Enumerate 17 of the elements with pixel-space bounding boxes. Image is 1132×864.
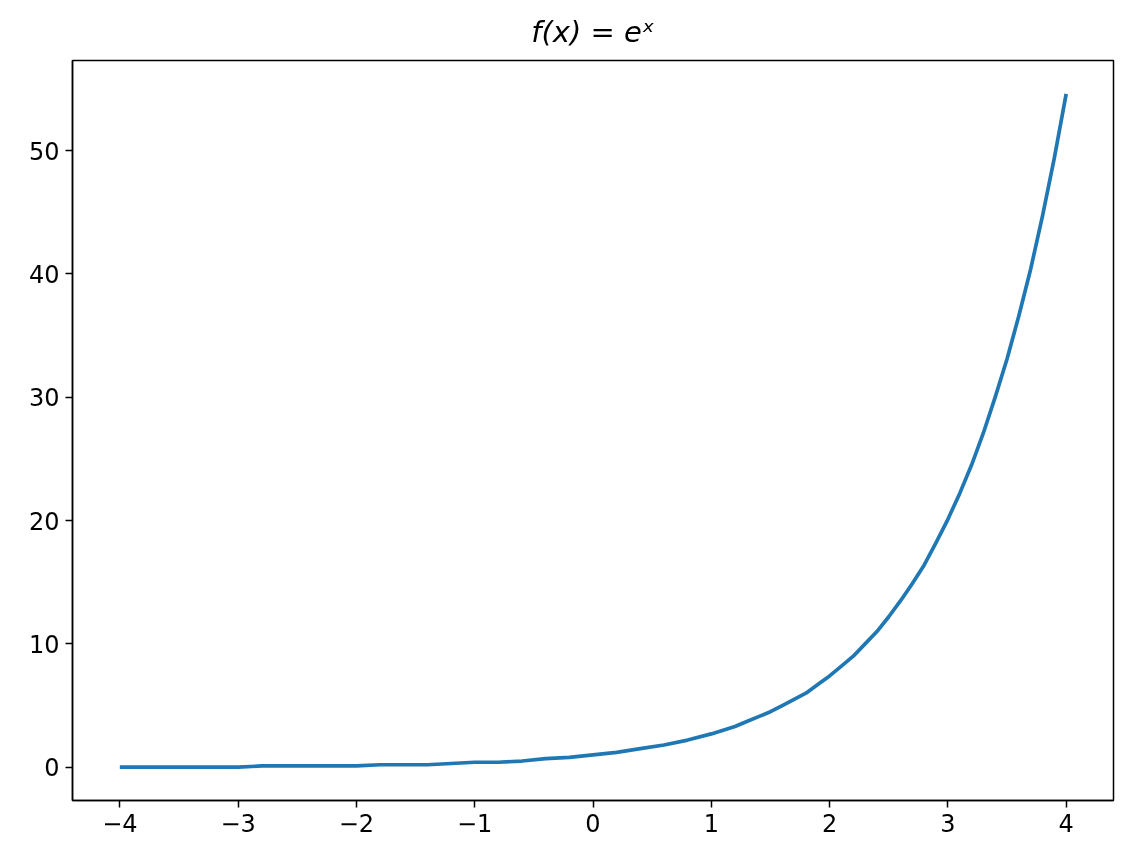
x-tick-label: 3 [940, 809, 956, 838]
x-tick-label: 0 [585, 809, 601, 838]
x-tick-label: 2 [821, 809, 838, 838]
x-tick-label: −2 [338, 809, 375, 838]
y-tick-label: 10 [28, 630, 60, 659]
y-tick-label: 50 [28, 137, 60, 166]
x-tick-label: −1 [457, 809, 493, 838]
chart-title: f(x) = eˣ [531, 14, 655, 49]
x-tick-label: −4 [102, 809, 138, 838]
y-tick-label: 30 [28, 384, 60, 413]
x-tick-label: 1 [703, 809, 719, 838]
x-tick-label: 4 [1058, 809, 1074, 838]
x-tick-label: −3 [220, 809, 256, 838]
y-tick-label: 20 [28, 507, 60, 536]
y-tick-label: 0 [44, 754, 60, 783]
line-series [117, 91, 1069, 770]
y-tick-label: 40 [28, 260, 60, 289]
